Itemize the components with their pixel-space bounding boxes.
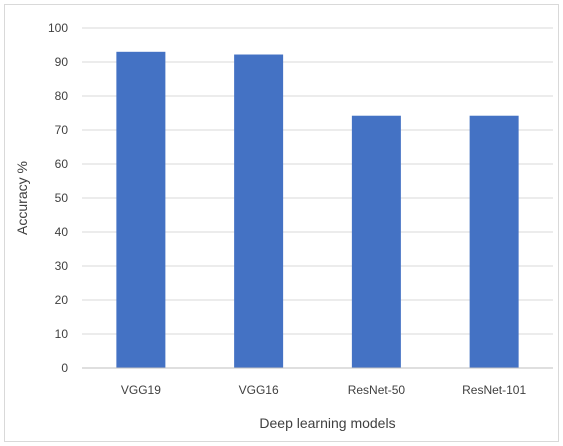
y-tick-label: 80 bbox=[55, 89, 69, 103]
x-axis-title: Deep learning models bbox=[259, 415, 395, 431]
x-tick-label: VGG16 bbox=[239, 383, 279, 397]
y-tick-label: 20 bbox=[55, 293, 69, 307]
bar-vgg19 bbox=[116, 51, 166, 369]
bars bbox=[116, 51, 519, 369]
bar-resnet-50 bbox=[351, 115, 401, 368]
x-tick-label: ResNet-101 bbox=[462, 383, 526, 397]
bar-vgg16 bbox=[234, 54, 284, 369]
y-axis-title: Accuracy % bbox=[14, 161, 30, 235]
x-tick-label: VGG19 bbox=[121, 383, 161, 397]
y-tick-label: 90 bbox=[55, 55, 69, 69]
y-tick-label: 40 bbox=[55, 225, 69, 239]
y-tick-label: 70 bbox=[55, 123, 69, 137]
y-tick-label: 0 bbox=[61, 361, 68, 375]
y-tick-label: 100 bbox=[48, 21, 68, 35]
y-axis-ticks: 0 10 20 30 40 50 60 70 80 90 100 bbox=[48, 21, 68, 375]
y-tick-label: 30 bbox=[55, 259, 69, 273]
x-tick-label: ResNet-50 bbox=[348, 383, 406, 397]
y-tick-label: 60 bbox=[55, 157, 69, 171]
x-axis-ticks: VGG19 VGG16 ResNet-50 ResNet-101 bbox=[121, 383, 527, 397]
bar-resnet-101 bbox=[469, 115, 519, 368]
y-tick-label: 50 bbox=[55, 191, 69, 205]
y-tick-label: 10 bbox=[55, 327, 69, 341]
